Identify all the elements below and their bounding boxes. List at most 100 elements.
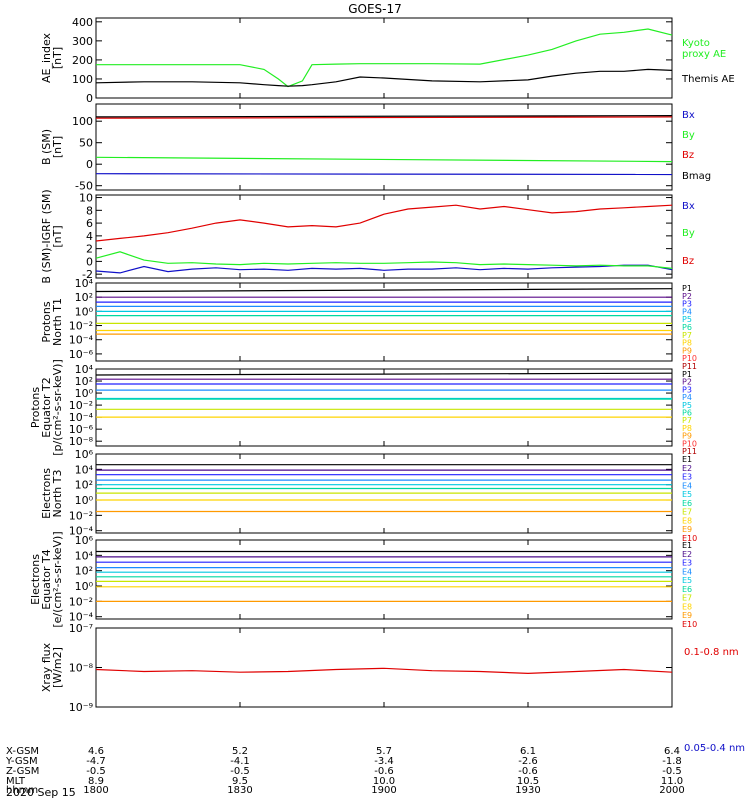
- legend-label: P7: [682, 416, 692, 425]
- legend-label-line: E1: [682, 455, 692, 464]
- y-tick-label: 10⁻²: [69, 595, 93, 608]
- legend-label-line: E7: [682, 594, 692, 603]
- y-axis-label-line: Electrons: [29, 554, 42, 605]
- y-tick-label: 10⁻⁴: [69, 525, 94, 538]
- x-axis-row-label: Y-GSM: [5, 756, 38, 767]
- legend-label-line: P11: [682, 447, 697, 456]
- legend-label-line: proxy AE: [682, 49, 726, 60]
- y-tick-label: 10⁻⁷: [69, 622, 93, 635]
- legend-label-line: P8: [682, 339, 692, 348]
- y-axis-label: B (SM)[nT]: [40, 129, 64, 165]
- series-line-p1: [95, 372, 673, 376]
- legend-label-line: Bmag: [682, 171, 711, 182]
- figure-title: GOES-17: [348, 2, 402, 16]
- legend-label: P8: [682, 339, 692, 348]
- series-line-bz: [95, 204, 673, 242]
- legend-label: P1: [682, 370, 692, 379]
- legend-label: P5: [682, 401, 692, 410]
- legend-label: E6: [682, 499, 692, 508]
- panel-eeq: 10⁶ 10⁴ 10² 10⁰ 10⁻² 10⁻⁴ ElectronsEquator T4[…: [29, 531, 697, 629]
- y-tick-label: 6: [86, 217, 93, 230]
- panel-frame: [95, 627, 673, 708]
- y-tick-label: 300: [72, 35, 93, 48]
- x-axis-row-label: Z-GSM: [6, 766, 39, 777]
- y-tick-label: 10²: [75, 565, 93, 578]
- legend-label: P2: [682, 378, 692, 387]
- legend-label: P1: [682, 284, 692, 293]
- y-tick-label: 2: [86, 243, 93, 256]
- legend-label-line: P7: [682, 416, 692, 425]
- panel-bsm: 100 50 0 -50 B (SM)[nT] Bx By Bz Bmag: [40, 103, 711, 193]
- x-axis-value: -4.7: [86, 756, 106, 767]
- y-tick-label: -2: [82, 268, 93, 281]
- legend-label: 0.1-0.8 nm: [684, 647, 739, 658]
- legend-label-line: P4: [682, 393, 692, 402]
- y-tick-label: 10⁴: [75, 549, 94, 562]
- legend-label-line: P9: [682, 432, 692, 441]
- legend-label-line: By: [682, 130, 695, 141]
- legend-label-line: P1: [682, 370, 692, 379]
- y-axis-label-line: [W/m2]: [51, 647, 64, 688]
- y-tick-label: 10⁻²: [69, 399, 93, 412]
- legend-label-line: P6: [682, 409, 692, 418]
- legend-label-line: E5: [682, 576, 692, 585]
- series-line-by: [95, 156, 673, 163]
- legend-label: E6: [682, 585, 692, 594]
- y-tick-label: -50: [75, 180, 93, 193]
- legend-label-line: E7: [682, 508, 692, 517]
- legend-label: P4: [682, 307, 692, 316]
- x-axis-value: 10.5: [517, 776, 539, 787]
- y-axis-label-line: [nT]: [51, 136, 64, 158]
- y-axis-label: B (SM)-IGRF (SM)[nT]: [40, 189, 64, 283]
- legend-label: Themis AE: [681, 74, 735, 85]
- legend-label: P4: [682, 393, 692, 402]
- legend-label-line: E9: [682, 525, 692, 534]
- legend-label: P9: [682, 432, 692, 441]
- legend-label-line: P5: [682, 401, 692, 410]
- y-axis-label: Xray flux[W/m2]: [40, 642, 64, 692]
- y-tick-label: 10⁻⁴: [69, 611, 94, 624]
- y-tick-label: 10⁰: [75, 387, 94, 400]
- legend-label-line: E10: [682, 620, 697, 629]
- y-tick-label: 100: [72, 115, 93, 128]
- legend-label: P2: [682, 292, 692, 301]
- legend-label: E10: [682, 534, 697, 543]
- y-tick-label: 10⁴: [75, 463, 94, 476]
- legend-label: E9: [682, 611, 692, 620]
- y-tick-label: 10²: [75, 375, 93, 388]
- legend-label-line: E4: [682, 567, 692, 576]
- legend-label: E7: [682, 508, 692, 517]
- y-tick-label: 10⁰: [75, 305, 94, 318]
- y-tick-label: 400: [72, 16, 93, 29]
- legend-label: E7: [682, 594, 692, 603]
- legend-label-line: E10: [682, 534, 697, 543]
- x-axis-value: -0.5: [230, 766, 250, 777]
- y-axis-label-line: AE_index: [40, 32, 53, 83]
- y-tick-label: 0: [86, 255, 93, 268]
- legend-label-line: P5: [682, 315, 692, 324]
- legend-label-line: E2: [682, 464, 692, 473]
- panel-frame: [95, 17, 673, 99]
- y-tick-label: 10⁻²: [69, 320, 93, 333]
- legend-label-line: 0.05-0.4 nm: [684, 743, 745, 754]
- legend-label-line: P4: [682, 307, 692, 316]
- legend-label-line: P11: [682, 362, 697, 371]
- legend-label: Kyoto proxy AE: [682, 38, 726, 60]
- legend-label: P9: [682, 346, 692, 355]
- legend-label: P11: [682, 362, 697, 371]
- panel-xray: 10⁻⁷ 10⁻⁸ 10⁻⁹ Xray flux[W/m2] 0.1-0.8 nm 0.0…: [40, 622, 745, 754]
- legend-label: E8: [682, 602, 692, 611]
- x-axis-value: 6.1: [520, 746, 536, 757]
- legend-label-line: Themis AE: [681, 74, 735, 85]
- date-label: 2020 Sep 15: [6, 786, 76, 799]
- legend-label: P8: [682, 424, 692, 433]
- legend-label-line: Kyoto: [682, 38, 710, 49]
- legend-label: P3: [682, 385, 692, 394]
- legend-label-line: E9: [682, 611, 692, 620]
